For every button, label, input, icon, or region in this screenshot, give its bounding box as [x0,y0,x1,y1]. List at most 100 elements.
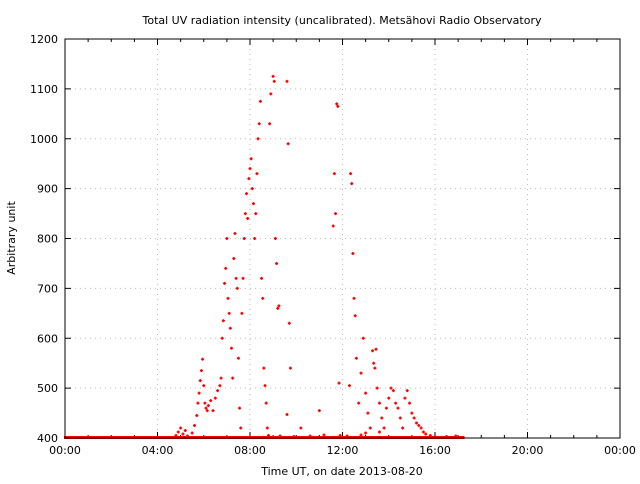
data-point [391,389,395,393]
data-point [254,212,258,216]
data-points [64,74,465,439]
data-point [211,409,215,413]
data-point [233,232,237,236]
data-point [378,401,381,405]
data-point [337,381,341,385]
data-point [241,276,245,280]
data-point [186,434,190,438]
data-point [417,424,421,428]
data-point [374,347,378,351]
y-tick-label: 500 [37,382,58,395]
data-point [286,142,290,146]
data-point [398,416,402,420]
data-point [380,416,384,420]
data-point [234,276,238,280]
data-point [421,430,425,434]
data-point [262,366,266,370]
data-point [261,296,265,300]
data-point [206,404,210,408]
data-point [277,304,281,308]
data-point [236,356,240,360]
data-point [264,401,268,405]
data-point [405,389,409,393]
data-point [198,379,202,383]
chart-title: Total UV radiation intensity (uncalibrat… [142,14,542,27]
data-point [371,349,375,353]
data-point [354,356,358,360]
grid [65,39,620,438]
data-point [275,261,279,265]
y-tick-label: 800 [37,233,58,246]
data-point [228,326,232,330]
data-point [382,426,386,430]
data-point [253,237,257,240]
data-point [239,426,243,430]
y-axis-label: Arbitrary unit [5,201,18,275]
data-point [359,371,363,375]
x-tick-label: 04:00 [142,444,174,457]
data-point [335,102,339,106]
data-point [221,319,225,323]
y-tick-label: 400 [37,432,58,445]
data-point [308,434,312,438]
data-point [224,266,228,270]
data-point [345,434,349,438]
data-point [179,426,183,430]
data-point [378,430,381,434]
data-point [350,182,354,186]
data-point [364,391,368,395]
data-point [403,396,407,400]
data-point [357,401,361,405]
data-point [410,411,414,415]
data-point [232,256,236,260]
x-axis-label: Time UT, on date 2013-08-20 [260,465,423,478]
data-point [387,396,391,400]
data-point [245,192,249,196]
y-tick-label: 1200 [30,33,58,46]
data-point [288,366,292,370]
data-point [285,79,289,83]
data-point [203,401,207,405]
data-point [226,296,230,300]
data-point [219,376,223,380]
data-point [243,212,247,216]
data-point [428,434,432,438]
data-point [359,433,363,437]
data-point [347,384,351,388]
data-point [260,276,264,280]
data-point [248,167,252,171]
data-point [332,172,336,176]
data-point [336,104,340,108]
data-point [249,157,253,161]
data-point [209,399,213,403]
data-point [389,386,393,390]
data-point [238,406,242,410]
x-tick-label: 12:00 [327,444,359,457]
data-point [349,172,353,176]
data-point [265,426,269,430]
data-point [193,424,196,428]
data-point [257,122,261,126]
data-point [190,431,194,435]
data-point [361,336,365,340]
data-point [218,384,222,388]
data-point [223,281,227,285]
data-point [372,361,376,365]
data-point [174,434,178,438]
data-point [258,99,262,103]
data-point [263,384,267,388]
axis-ticks: 400 500 600 700 800 900 1000 1100 1200 00:00 04:00… [30,33,636,457]
data-point [375,386,379,390]
data-point [351,251,355,255]
data-point [268,122,272,126]
data-point [424,432,428,436]
data-point [373,366,377,370]
data-point [195,414,199,418]
data-point [267,434,270,438]
data-point [269,92,273,96]
data-point [181,432,185,436]
data-point [368,426,372,430]
data-point [366,411,370,415]
data-point [322,433,326,437]
